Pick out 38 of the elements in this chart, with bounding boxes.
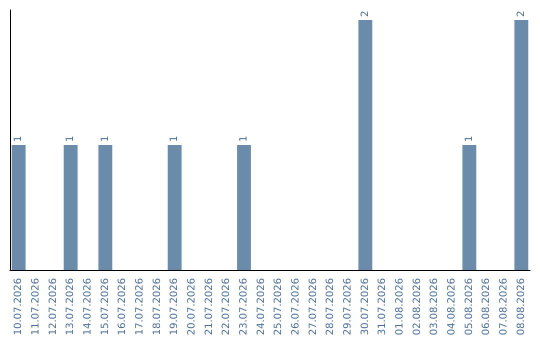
x-tick-label: 12.07.2026: [48, 278, 59, 336]
x-tick-label: 02.08.2026: [412, 278, 423, 336]
x-tick-label: 22.07.2026: [221, 278, 232, 336]
x-tick-label: 03.08.2026: [429, 278, 440, 336]
data-label: 1: [65, 136, 76, 142]
x-tick-label: 19.07.2026: [169, 278, 180, 336]
x-tick-label: 20.07.2026: [186, 278, 198, 336]
data-label: 1: [464, 136, 475, 142]
x-tick-label: 15.07.2026: [100, 278, 111, 336]
x-tick-label: 21.07.2026: [204, 278, 215, 336]
x-tick-label: 27.07.2026: [308, 278, 319, 336]
x-tick-label: 29.07.2026: [342, 278, 354, 336]
x-tick-label: 23.07.2026: [238, 278, 250, 336]
x-tick-label: 24.07.2026: [256, 278, 267, 336]
data-label: 2: [360, 10, 371, 17]
x-tick-label: 04.08.2026: [446, 278, 458, 336]
data-label: 2: [516, 10, 527, 17]
x-tick-label: 05.08.2026: [464, 278, 475, 336]
x-tick-label: 06.08.2026: [481, 278, 492, 336]
x-tick-label: 14.07.2026: [82, 278, 94, 336]
x-tick-label: 18.07.2026: [152, 278, 163, 336]
x-tick-label: 08.08.2026: [516, 278, 527, 336]
x-tick-label: 13.07.2026: [65, 278, 76, 336]
x-tick-label: 28.07.2026: [325, 278, 336, 336]
x-tick-label: 25.07.2026: [273, 278, 284, 336]
x-tick-label: 26.07.2026: [290, 278, 302, 336]
data-label: 1: [169, 136, 180, 142]
x-tick-label: 16.07.2026: [117, 278, 128, 336]
x-tick-label: 30.07.2026: [360, 278, 371, 336]
data-label: 1: [238, 136, 250, 142]
x-tick-label: 31.07.2026: [377, 278, 388, 336]
x-tick-label: 10.07.2026: [13, 278, 24, 336]
data-label: 1: [13, 136, 24, 142]
x-tick-label: 07.08.2026: [498, 278, 510, 336]
data-label: 1: [100, 136, 111, 142]
x-tick-label: 17.07.2026: [134, 278, 146, 336]
x-tick-label: 11.07.2026: [30, 278, 42, 336]
x-tick-label: 01.08.2026: [394, 278, 406, 336]
